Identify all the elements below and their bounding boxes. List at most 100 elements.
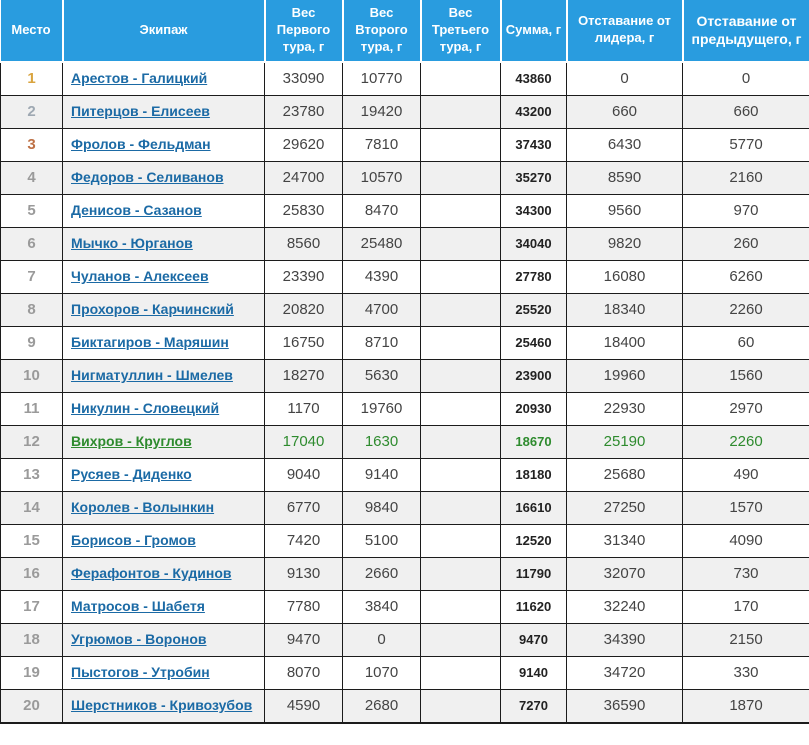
crew-link[interactable]: Арестов - Галицкий bbox=[71, 69, 208, 86]
table-row: 13 Русяев - Диденко 9040 9140 18180 2568… bbox=[0, 457, 809, 492]
crew-cell: Пыстогов - Утробин bbox=[62, 655, 265, 690]
gap-prev-cell: 660 bbox=[682, 94, 809, 129]
weight1-cell: 7780 bbox=[264, 589, 343, 624]
crew-link[interactable]: Нигматуллин - Шмелев bbox=[71, 366, 233, 383]
gap-prev-cell: 1570 bbox=[682, 490, 809, 525]
crew-link[interactable]: Ферафонтов - Кудинов bbox=[71, 564, 232, 581]
weight2-cell: 25480 bbox=[342, 226, 421, 261]
sum-cell: 12520 bbox=[500, 523, 567, 558]
sum-cell: 43860 bbox=[500, 61, 567, 96]
gap-prev-cell: 2260 bbox=[682, 292, 809, 327]
weight1-cell: 23780 bbox=[264, 94, 343, 129]
place-cell: 12 bbox=[0, 424, 63, 459]
sum-cell: 34300 bbox=[500, 193, 567, 228]
column-header-weight1: Вес Первого тура, г bbox=[263, 0, 344, 63]
weight3-cell bbox=[420, 292, 501, 327]
column-header-place: Место bbox=[0, 0, 64, 63]
crew-link[interactable]: Королев - Волынкин bbox=[71, 498, 215, 515]
table-row: 4 Федоров - Селиванов 24700 10570 35270 … bbox=[0, 160, 809, 195]
crew-link[interactable]: Вихров - Круглов bbox=[71, 432, 192, 449]
sum-cell: 37430 bbox=[500, 127, 567, 162]
crew-cell: Королев - Волынкин bbox=[62, 490, 265, 525]
crew-cell: Никулин - Словецкий bbox=[62, 391, 265, 426]
place-cell: 10 bbox=[0, 358, 63, 393]
crew-link[interactable]: Пыстогов - Утробин bbox=[71, 663, 210, 680]
weight1-cell: 24700 bbox=[264, 160, 343, 195]
weight3-cell bbox=[420, 457, 501, 492]
weight1-cell: 8560 bbox=[264, 226, 343, 261]
crew-cell: Матросов - Шабетя bbox=[62, 589, 265, 624]
table-row: 16 Ферафонтов - Кудинов 9130 2660 11790 … bbox=[0, 556, 809, 591]
sum-cell: 18180 bbox=[500, 457, 567, 492]
gap-prev-cell: 730 bbox=[682, 556, 809, 591]
weight1-cell: 6770 bbox=[264, 490, 343, 525]
gap-prev-cell: 4090 bbox=[682, 523, 809, 558]
table-row: 15 Борисов - Громов 7420 5100 12520 3134… bbox=[0, 523, 809, 558]
crew-link[interactable]: Чуланов - Алексеев bbox=[71, 267, 209, 284]
gap-prev-cell: 5770 bbox=[682, 127, 809, 162]
place-cell: 6 bbox=[0, 226, 63, 261]
weight3-cell bbox=[420, 94, 501, 129]
weight3-cell bbox=[420, 523, 501, 558]
table-row: 3 Фролов - Фельдман 29620 7810 37430 643… bbox=[0, 127, 809, 162]
crew-link[interactable]: Никулин - Словецкий bbox=[71, 399, 220, 416]
place-cell: 15 bbox=[0, 523, 63, 558]
place-cell: 16 bbox=[0, 556, 63, 591]
weight2-cell: 2660 bbox=[342, 556, 421, 591]
column-header-sum: Сумма, г bbox=[499, 0, 568, 63]
sum-cell: 9470 bbox=[500, 622, 567, 657]
sum-cell: 34040 bbox=[500, 226, 567, 261]
crew-link[interactable]: Борисов - Громов bbox=[71, 531, 196, 548]
weight2-cell: 3840 bbox=[342, 589, 421, 624]
crew-link[interactable]: Угрюмов - Воронов bbox=[71, 630, 207, 647]
table-header: Место Экипаж Вес Первого тура, г Вес Вто… bbox=[0, 0, 809, 63]
gap-prev-cell: 6260 bbox=[682, 259, 809, 294]
sum-cell: 20930 bbox=[500, 391, 567, 426]
gap-prev-cell: 1870 bbox=[682, 688, 809, 724]
weight3-cell bbox=[420, 160, 501, 195]
crew-link[interactable]: Питерцов - Елисеев bbox=[71, 102, 210, 119]
weight1-cell: 8070 bbox=[264, 655, 343, 690]
crew-link[interactable]: Федоров - Селиванов bbox=[71, 168, 224, 185]
gap-prev-cell: 170 bbox=[682, 589, 809, 624]
weight1-cell: 29620 bbox=[264, 127, 343, 162]
weight3-cell bbox=[420, 589, 501, 624]
crew-cell: Угрюмов - Воронов bbox=[62, 622, 265, 657]
crew-cell: Питерцов - Елисеев bbox=[62, 94, 265, 129]
crew-cell: Русяев - Диденко bbox=[62, 457, 265, 492]
crew-cell: Борисов - Громов bbox=[62, 523, 265, 558]
gap-leader-cell: 31340 bbox=[566, 523, 683, 558]
gap-leader-cell: 18400 bbox=[566, 325, 683, 360]
results-body: 1 Арестов - Галицкий 33090 10770 43860 0… bbox=[0, 61, 809, 724]
sum-cell: 23900 bbox=[500, 358, 567, 393]
gap-prev-cell: 970 bbox=[682, 193, 809, 228]
weight2-cell: 1630 bbox=[342, 424, 421, 459]
crew-link[interactable]: Русяев - Диденко bbox=[71, 465, 192, 482]
column-header-gap-prev: Отставание от предыдущего, г bbox=[681, 0, 809, 63]
table-row: 6 Мычко - Юрганов 8560 25480 34040 9820 … bbox=[0, 226, 809, 261]
weight2-cell: 1070 bbox=[342, 655, 421, 690]
crew-link[interactable]: Прохоров - Карчинский bbox=[71, 300, 234, 317]
place-cell: 7 bbox=[0, 259, 63, 294]
sum-cell: 27780 bbox=[500, 259, 567, 294]
gap-leader-cell: 25190 bbox=[566, 424, 683, 459]
gap-prev-cell: 2160 bbox=[682, 160, 809, 195]
crew-link[interactable]: Биктагиров - Маряшин bbox=[71, 333, 229, 350]
place-cell: 19 bbox=[0, 655, 63, 690]
place-cell: 5 bbox=[0, 193, 63, 228]
crew-link[interactable]: Шерстников - Кривозубов bbox=[71, 696, 253, 713]
crew-link[interactable]: Мычко - Юрганов bbox=[71, 234, 193, 251]
weight1-cell: 23390 bbox=[264, 259, 343, 294]
crew-link[interactable]: Матросов - Шабетя bbox=[71, 597, 205, 614]
weight1-cell: 9040 bbox=[264, 457, 343, 492]
column-header-crew: Экипаж bbox=[61, 0, 266, 63]
crew-link[interactable]: Фролов - Фельдман bbox=[71, 135, 211, 152]
place-cell: 3 bbox=[0, 127, 63, 162]
weight2-cell: 10570 bbox=[342, 160, 421, 195]
crew-link[interactable]: Денисов - Сазанов bbox=[71, 201, 202, 218]
place-cell: 4 bbox=[0, 160, 63, 195]
crew-cell: Прохоров - Карчинский bbox=[62, 292, 265, 327]
weight3-cell bbox=[420, 688, 501, 724]
weight3-cell bbox=[420, 358, 501, 393]
gap-leader-cell: 25680 bbox=[566, 457, 683, 492]
